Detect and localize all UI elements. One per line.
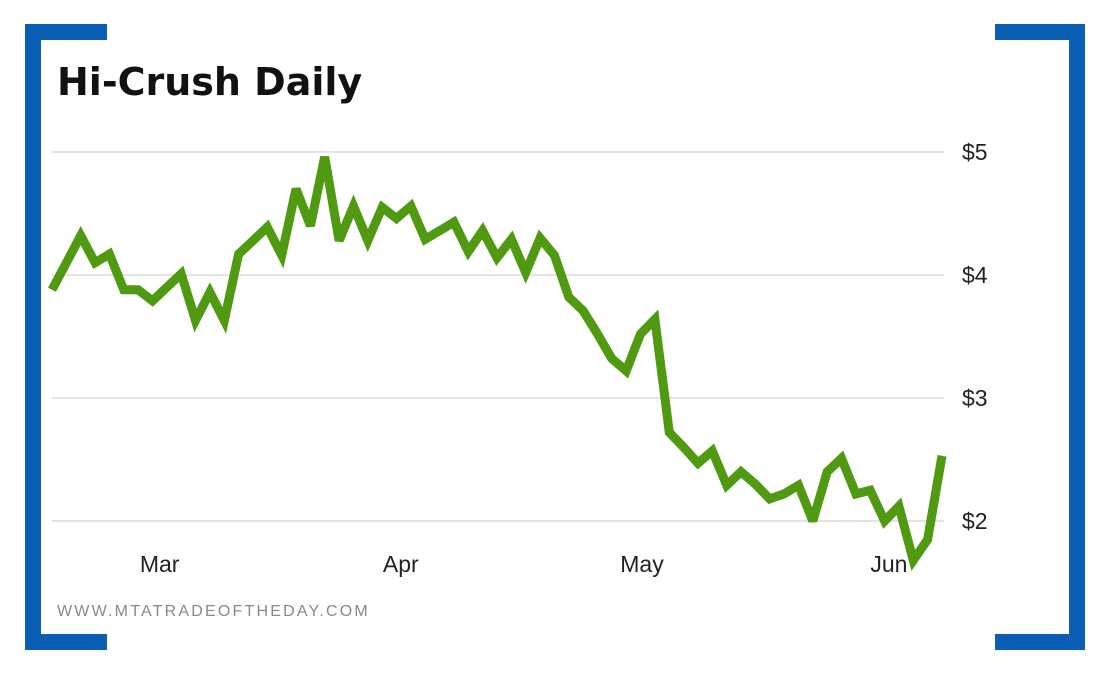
y-tick-label: $3 xyxy=(962,385,988,411)
left-bracket-shape xyxy=(25,24,107,650)
grid-lines xyxy=(52,151,944,522)
y-tick-label: $4 xyxy=(962,262,988,288)
website-footer: WWW.MTATRADEOFTHEDAY.COM xyxy=(57,603,370,620)
right-bracket-shape xyxy=(995,24,1085,650)
chart-title: Hi-Crush Daily xyxy=(57,60,363,104)
x-tick-label: May xyxy=(620,551,664,577)
x-tick-label: Mar xyxy=(140,551,180,577)
y-axis-labels: $5 $4 $3 $2 xyxy=(962,139,988,534)
x-tick-label: Apr xyxy=(383,551,419,577)
y-tick-label: $5 xyxy=(962,139,988,165)
series-group xyxy=(48,155,947,572)
x-tick-label: Jun xyxy=(870,551,907,577)
price-series-line xyxy=(48,155,947,572)
x-axis-labels: Mar Apr May Jun xyxy=(140,551,908,577)
y-tick-label: $2 xyxy=(962,508,988,534)
